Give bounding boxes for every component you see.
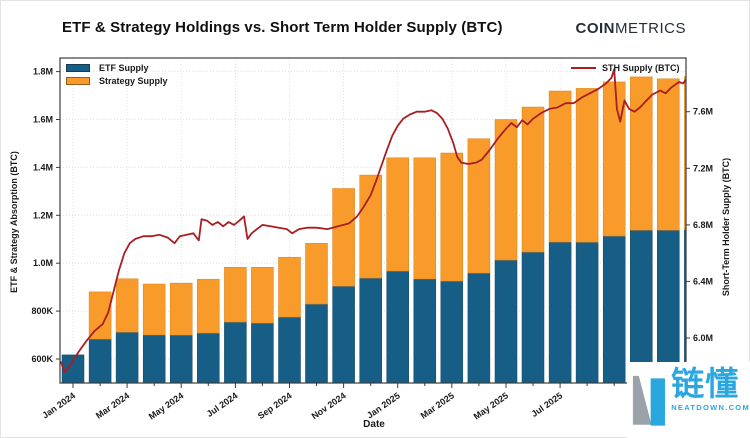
legend-item-etf: ETF Supply (66, 61, 168, 74)
brand-metrics: METRICS (615, 20, 686, 37)
etf-bar-segment (575, 241, 599, 383)
legend-bars: ETF Supply Strategy Supply (66, 61, 168, 87)
strategy-bar-segment (630, 76, 653, 231)
strategy-bar-segment (467, 138, 491, 274)
y-tick-label-left: 1.6M (33, 115, 53, 125)
strategy-bar-segment (197, 278, 220, 334)
x-tick-label: Jan 2024 (40, 390, 77, 420)
strategy-bar-segment (657, 78, 680, 231)
y-tick-label-left: 1.0M (33, 258, 53, 268)
sth-legend-label: STH Supply (BTC) (602, 62, 680, 73)
x-tick-label: Nov 2024 (310, 390, 348, 421)
y-tick-label-left: 1.4M (33, 162, 53, 172)
strategy-bar-segment (413, 157, 437, 280)
strategy-bar-segment (440, 152, 464, 282)
y-tick-label-left: 1.8M (33, 67, 53, 77)
etf-bar-segment (413, 278, 437, 383)
sth-line-swatch (571, 66, 596, 69)
strategy-bar-segment (684, 76, 686, 230)
legend-line: STH Supply (BTC) (571, 61, 680, 74)
strategy-bar-segment (494, 119, 518, 261)
x-tick-label: May 2024 (147, 390, 186, 421)
y-tick-label-right: 7.6M (693, 107, 713, 117)
logo-gray-wedge (632, 375, 652, 425)
strategy-bar-segment (359, 174, 382, 279)
strategy-bar-segment (278, 256, 301, 318)
left-axis-title: ETF & Strategy Absorption (BTC) (9, 151, 19, 293)
legend-item-strategy: Strategy Supply (66, 74, 168, 87)
y-tick-label-right: 6.8M (693, 220, 713, 230)
coinmetrics-logo: COINMETRICS (576, 20, 687, 37)
etf-bar-segment (494, 259, 518, 383)
etf-bar-segment (684, 229, 686, 383)
strategy-bar-segment (575, 88, 599, 243)
strategy-bar-segment (224, 267, 247, 323)
watermark-domain: NEATDOWN.COM (671, 403, 750, 412)
etf-bar-segment (359, 277, 382, 383)
strategy-bar-segment (115, 278, 139, 333)
x-tick-label: Sep 2024 (256, 390, 294, 421)
y-tick-label-left: 600K (31, 354, 53, 364)
watermark-cjk: 链懂 (671, 365, 740, 402)
strategy-bar-segment (169, 282, 193, 336)
strategy-bar-segment (142, 283, 166, 336)
strategy-bar-segment (305, 243, 328, 305)
strategy-bar-segment (88, 291, 112, 340)
x-tick-label: Jan 2025 (365, 390, 402, 420)
etf-bar-segment (88, 338, 112, 383)
etf-bar-segment (251, 322, 274, 383)
y-tick-label-right: 7.2M (693, 163, 713, 173)
etf-bar-segment (169, 334, 193, 383)
logo-blue-bar (650, 378, 665, 426)
etf-bar-segment (602, 235, 626, 383)
neatdown-logo-mark (632, 375, 665, 426)
strategy-bar-segment (548, 90, 572, 243)
strategy-bar-segment (251, 267, 274, 324)
x-tick-label: Jul 2025 (529, 390, 564, 419)
etf-bar-segment (142, 334, 166, 383)
strategy-bar-segment (521, 106, 545, 253)
sth-supply-line (60, 68, 686, 373)
strategy-bar-segment (602, 81, 626, 237)
chart-title: ETF & Strategy Holdings vs. Short Term H… (62, 19, 503, 36)
x-tick-label: Mar 2025 (419, 390, 456, 420)
watermark-text: 链懂 NEATDOWN.COM (671, 367, 750, 412)
etf-swatch (66, 63, 90, 72)
strategy-swatch (66, 76, 90, 85)
etf-bar-segment (115, 331, 139, 383)
x-tick-label: May 2025 (472, 390, 511, 421)
x-tick-label: Mar 2024 (94, 390, 131, 420)
etf-bar-segment (548, 241, 572, 383)
strategy-bar-segment (332, 188, 355, 287)
y-tick-label-left: 800K (31, 306, 53, 316)
etf-bar-segment (332, 285, 355, 383)
etf-bar-segment (386, 270, 409, 383)
brand-coin: COIN (575, 20, 615, 37)
etf-bar-segment (440, 280, 464, 383)
plot-frame (59, 57, 687, 384)
etf-bar-segment (467, 272, 491, 383)
strategy-bar-segment (386, 157, 409, 272)
x-tick-label: Jul 2024 (205, 390, 240, 419)
etf-bar-segment (630, 229, 653, 383)
etf-bar-segment (224, 321, 247, 383)
etf-bar-segment (657, 229, 680, 383)
y-tick-label-right: 6.0M (693, 333, 713, 343)
x-axis-title: Date (363, 419, 385, 430)
y-tick-label-right: 6.4M (693, 276, 713, 286)
strategy-legend-label: Strategy Supply (99, 75, 168, 86)
neatdown-watermark: 链懂 NEATDOWN.COM (627, 362, 750, 438)
right-axis-title: Short-Term Holder Supply (BTC) (721, 158, 731, 296)
etf-bar-segment (521, 251, 545, 383)
y-tick-label-left: 1.2M (33, 210, 53, 220)
etf-legend-label: ETF Supply (99, 62, 149, 73)
etf-bar-segment (197, 332, 220, 383)
etf-bar-segment (305, 303, 328, 383)
etf-bar-segment (278, 316, 301, 383)
